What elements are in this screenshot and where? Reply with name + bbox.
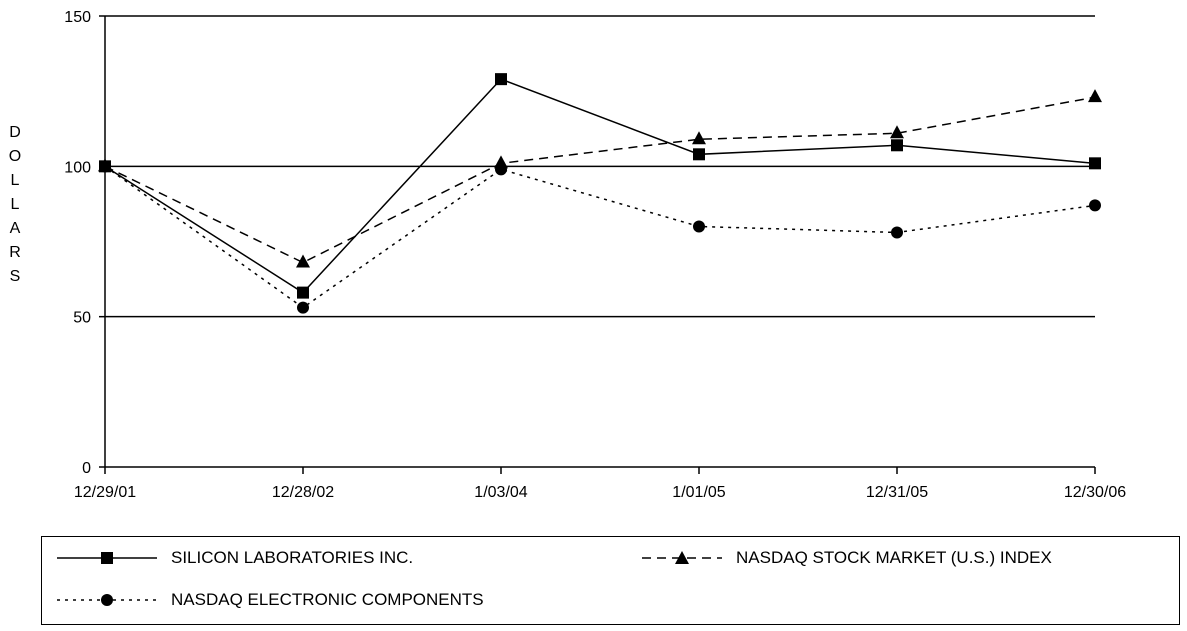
series-layer [98,73,1102,314]
data-point-triangle [890,125,904,139]
y-axis-label-letter: A [9,220,21,237]
data-point-square [693,148,705,161]
data-point-circle [891,226,903,239]
series-square [99,73,1101,299]
data-point-circle [1089,199,1101,212]
legend-swatch-circle-dotted [57,594,157,606]
legend-label: NASDAQ ELECTRONIC COMPONENTS [171,590,484,609]
x-tick-label: 12/29/01 [74,484,136,501]
data-point-square [297,286,309,299]
y-axis-ticks: 0 50 100 150 [64,9,105,477]
legend-swatch-triangle-dashed [642,551,722,564]
y-axis-label-letter: O [8,148,22,165]
gridlines [105,15,1095,318]
y-axis-label-letter: R [9,244,21,261]
data-point-square [495,73,507,86]
x-tick-label: 12/28/02 [272,484,334,501]
y-axis-label-letter: D [9,124,21,141]
data-point-circle [99,160,111,173]
x-tick-label: 1/01/05 [672,484,725,501]
y-tick-label: 100 [64,159,91,176]
data-point-triangle [1088,89,1102,103]
legend-item-nasdaq-stock-market: NASDAQ STOCK MARKET (U.S.) INDEX [642,546,1052,570]
legend-item-silicon-laboratories: SILICON LABORATORIES INC. [57,546,413,570]
data-point-triangle [692,131,706,145]
data-point-circle [693,220,705,233]
data-point-triangle [296,254,310,268]
series-line-solid [104,78,1096,294]
data-point-circle [495,163,507,176]
x-tick-label: 12/30/06 [1064,484,1126,501]
legend-label: SILICON LABORATORIES INC. [171,548,414,567]
line-chart: 0 50 100 150 12/29/01 12/28/02 1/03/04 1/01/05… [64,9,1126,501]
legend: SILICON LABORATORIES INC. NASDAQ STOCK M… [41,536,1180,625]
series-line-dotted [104,165,1096,309]
y-axis-label-letter: L [10,196,20,213]
y-tick-label: 150 [64,9,91,26]
data-point-circle [297,301,309,314]
x-tick-label: 1/03/04 [474,484,527,501]
y-tick-label: 0 [82,460,91,477]
x-tick-label: 12/31/05 [866,484,928,501]
legend-swatch-square-solid [57,552,157,564]
data-point-square [1089,157,1101,170]
series-circle [99,160,1101,314]
legend-item-nasdaq-electronic-components: NASDAQ ELECTRONIC COMPONENTS [57,588,484,612]
x-axis-ticks: 12/29/01 12/28/02 1/03/04 1/01/05 12/31/05 12… [74,467,1126,501]
series-line-dashed [104,96,1096,264]
y-tick-label: 50 [73,310,91,327]
y-axis-label-letter: L [10,172,20,189]
legend-label: NASDAQ STOCK MARKET (U.S.) INDEX [736,548,1052,567]
data-point-square [891,139,903,152]
y-axis-label-letter: S [9,268,21,285]
